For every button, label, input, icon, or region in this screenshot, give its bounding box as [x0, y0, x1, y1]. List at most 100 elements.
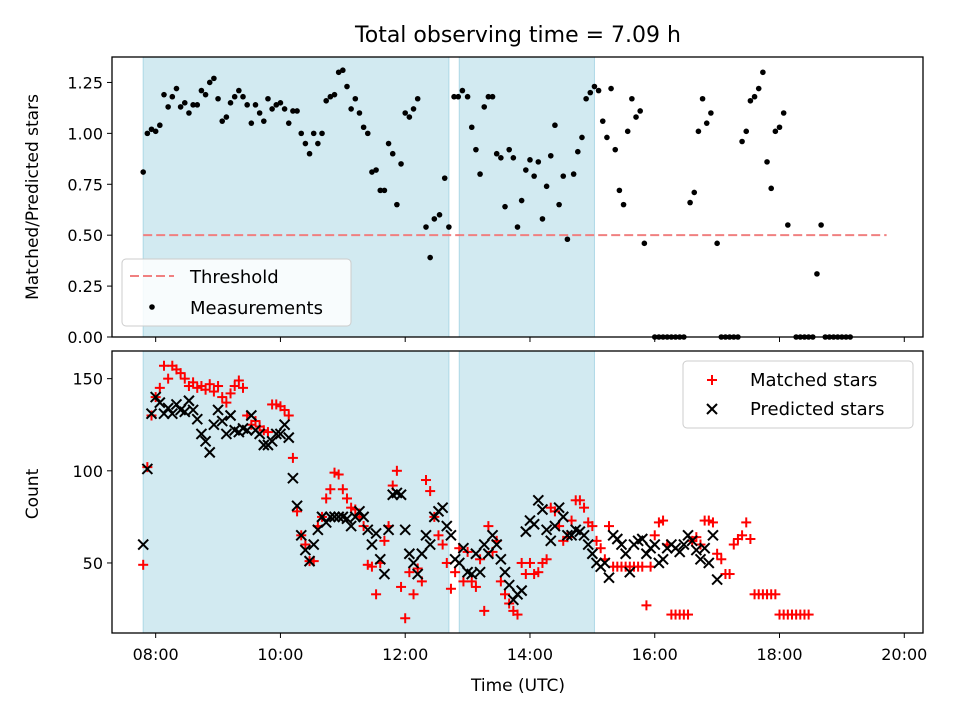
predicted-star-marker — [657, 553, 669, 565]
measurement-point — [306, 150, 313, 157]
measurement-point — [340, 67, 346, 74]
measurement-point — [348, 106, 354, 112]
measurement-point — [152, 128, 159, 135]
predicted-star-marker — [191, 413, 203, 425]
predicted-star-marker — [195, 428, 208, 440]
measurement-point — [256, 110, 263, 116]
measurement-point — [261, 118, 267, 124]
predicted-star-marker — [711, 573, 723, 586]
matched-star-marker — [179, 373, 190, 384]
bottom-panel: 50 100 150 08:00 10:00 12:00 14:00 16:00 18:00 2… — [23, 350, 927, 696]
predicted-stars-points — [137, 391, 723, 606]
matched-star-marker — [716, 554, 727, 565]
legend-threshold-label: Threshold — [189, 267, 279, 288]
measurement-point — [436, 212, 443, 218]
predicted-star-marker — [216, 415, 228, 427]
measurement-point — [583, 95, 589, 102]
measurement-point — [441, 175, 448, 181]
measurement-point — [364, 130, 371, 137]
predicted-star-marker — [332, 511, 345, 523]
measurement-point — [814, 271, 820, 277]
measurement-point — [539, 216, 546, 222]
measurement-point — [498, 155, 504, 161]
matched-star-marker — [225, 388, 236, 399]
matched-star-marker — [512, 609, 523, 620]
measurement-point — [547, 152, 554, 159]
predicted-star-marker — [694, 553, 707, 565]
predicted-star-marker — [411, 568, 424, 580]
matched-star-marker — [728, 539, 739, 550]
predicted-star-marker — [486, 529, 499, 542]
matched-star-marker — [204, 379, 215, 390]
measurement-point — [161, 91, 167, 98]
legend-predicted-swatch — [706, 403, 718, 415]
predicted-star-marker — [208, 419, 220, 431]
predicted-star-marker — [204, 446, 216, 459]
measurement-point — [612, 146, 619, 153]
measurement-point — [402, 110, 409, 116]
measurement-point — [398, 161, 404, 167]
matched-star-marker — [391, 465, 402, 476]
measurement-point — [747, 97, 754, 104]
measurement-point — [776, 124, 783, 131]
measurement-point — [410, 106, 417, 112]
y-tick-label: 0.25 — [67, 277, 103, 296]
measurement-point — [206, 79, 213, 86]
measurement-point — [760, 69, 766, 76]
predicted-star-marker — [636, 533, 648, 545]
measurement-point — [140, 169, 146, 175]
measurement-point — [523, 167, 529, 173]
measurement-point — [510, 155, 517, 161]
matched-star-marker — [238, 382, 249, 393]
predicted-star-marker — [145, 407, 158, 420]
predicted-star-marker — [199, 435, 212, 448]
matched-star-marker — [142, 462, 153, 473]
matched-star-marker — [500, 589, 511, 600]
predicted-star-marker — [599, 557, 611, 569]
top-axes-frame — [111, 56, 924, 338]
matched-star-marker — [366, 561, 377, 572]
measurement-point — [369, 169, 375, 175]
matched-star-marker — [163, 373, 174, 384]
measurement-point — [624, 128, 631, 135]
predicted-star-marker — [457, 542, 470, 554]
matched-star-marker — [483, 521, 494, 532]
measurement-point — [481, 104, 488, 110]
matched-star-marker — [300, 539, 311, 550]
bottom-y-ticks: 50 100 150 — [72, 370, 112, 573]
measurement-point — [385, 140, 392, 147]
y-tick-label: 0.75 — [67, 175, 103, 194]
matched-star-marker — [533, 567, 544, 578]
measurement-point — [633, 114, 639, 120]
predicted-star-marker — [291, 500, 303, 512]
measurement-point — [240, 93, 246, 100]
predicted-star-marker — [407, 557, 420, 569]
measurement-point — [535, 159, 542, 165]
matched-star-marker — [379, 535, 390, 546]
predicted-star-marker — [561, 529, 574, 542]
predicted-star-marker — [374, 553, 386, 565]
predicted-star-marker — [582, 538, 594, 551]
matched-star-marker — [579, 502, 590, 513]
top-y-ticks: 0.00 0.25 0.50 0.75 1.00 1.25 — [67, 73, 112, 347]
predicted-star-marker — [420, 529, 432, 542]
measurement-point — [310, 130, 317, 137]
matched-star-marker — [641, 600, 652, 611]
matched-star-marker — [445, 583, 456, 594]
matched-star-marker — [208, 386, 219, 397]
matched-star-marker — [712, 548, 723, 559]
measurement-point — [641, 240, 648, 247]
measurement-point — [360, 124, 367, 131]
predicted-star-marker — [557, 511, 569, 523]
measurement-point — [543, 183, 550, 190]
measurement-point — [277, 100, 284, 106]
matched-star-marker — [479, 605, 490, 616]
measurement-point — [595, 87, 602, 94]
matched-star-marker — [217, 392, 228, 403]
predicted-star-marker — [287, 472, 299, 484]
measurement-point — [173, 85, 180, 92]
matched-star-marker — [233, 375, 244, 386]
predicted-star-marker — [649, 538, 661, 551]
top-legend: Threshold Measurements — [121, 258, 352, 327]
predicted-star-marker — [253, 428, 266, 440]
